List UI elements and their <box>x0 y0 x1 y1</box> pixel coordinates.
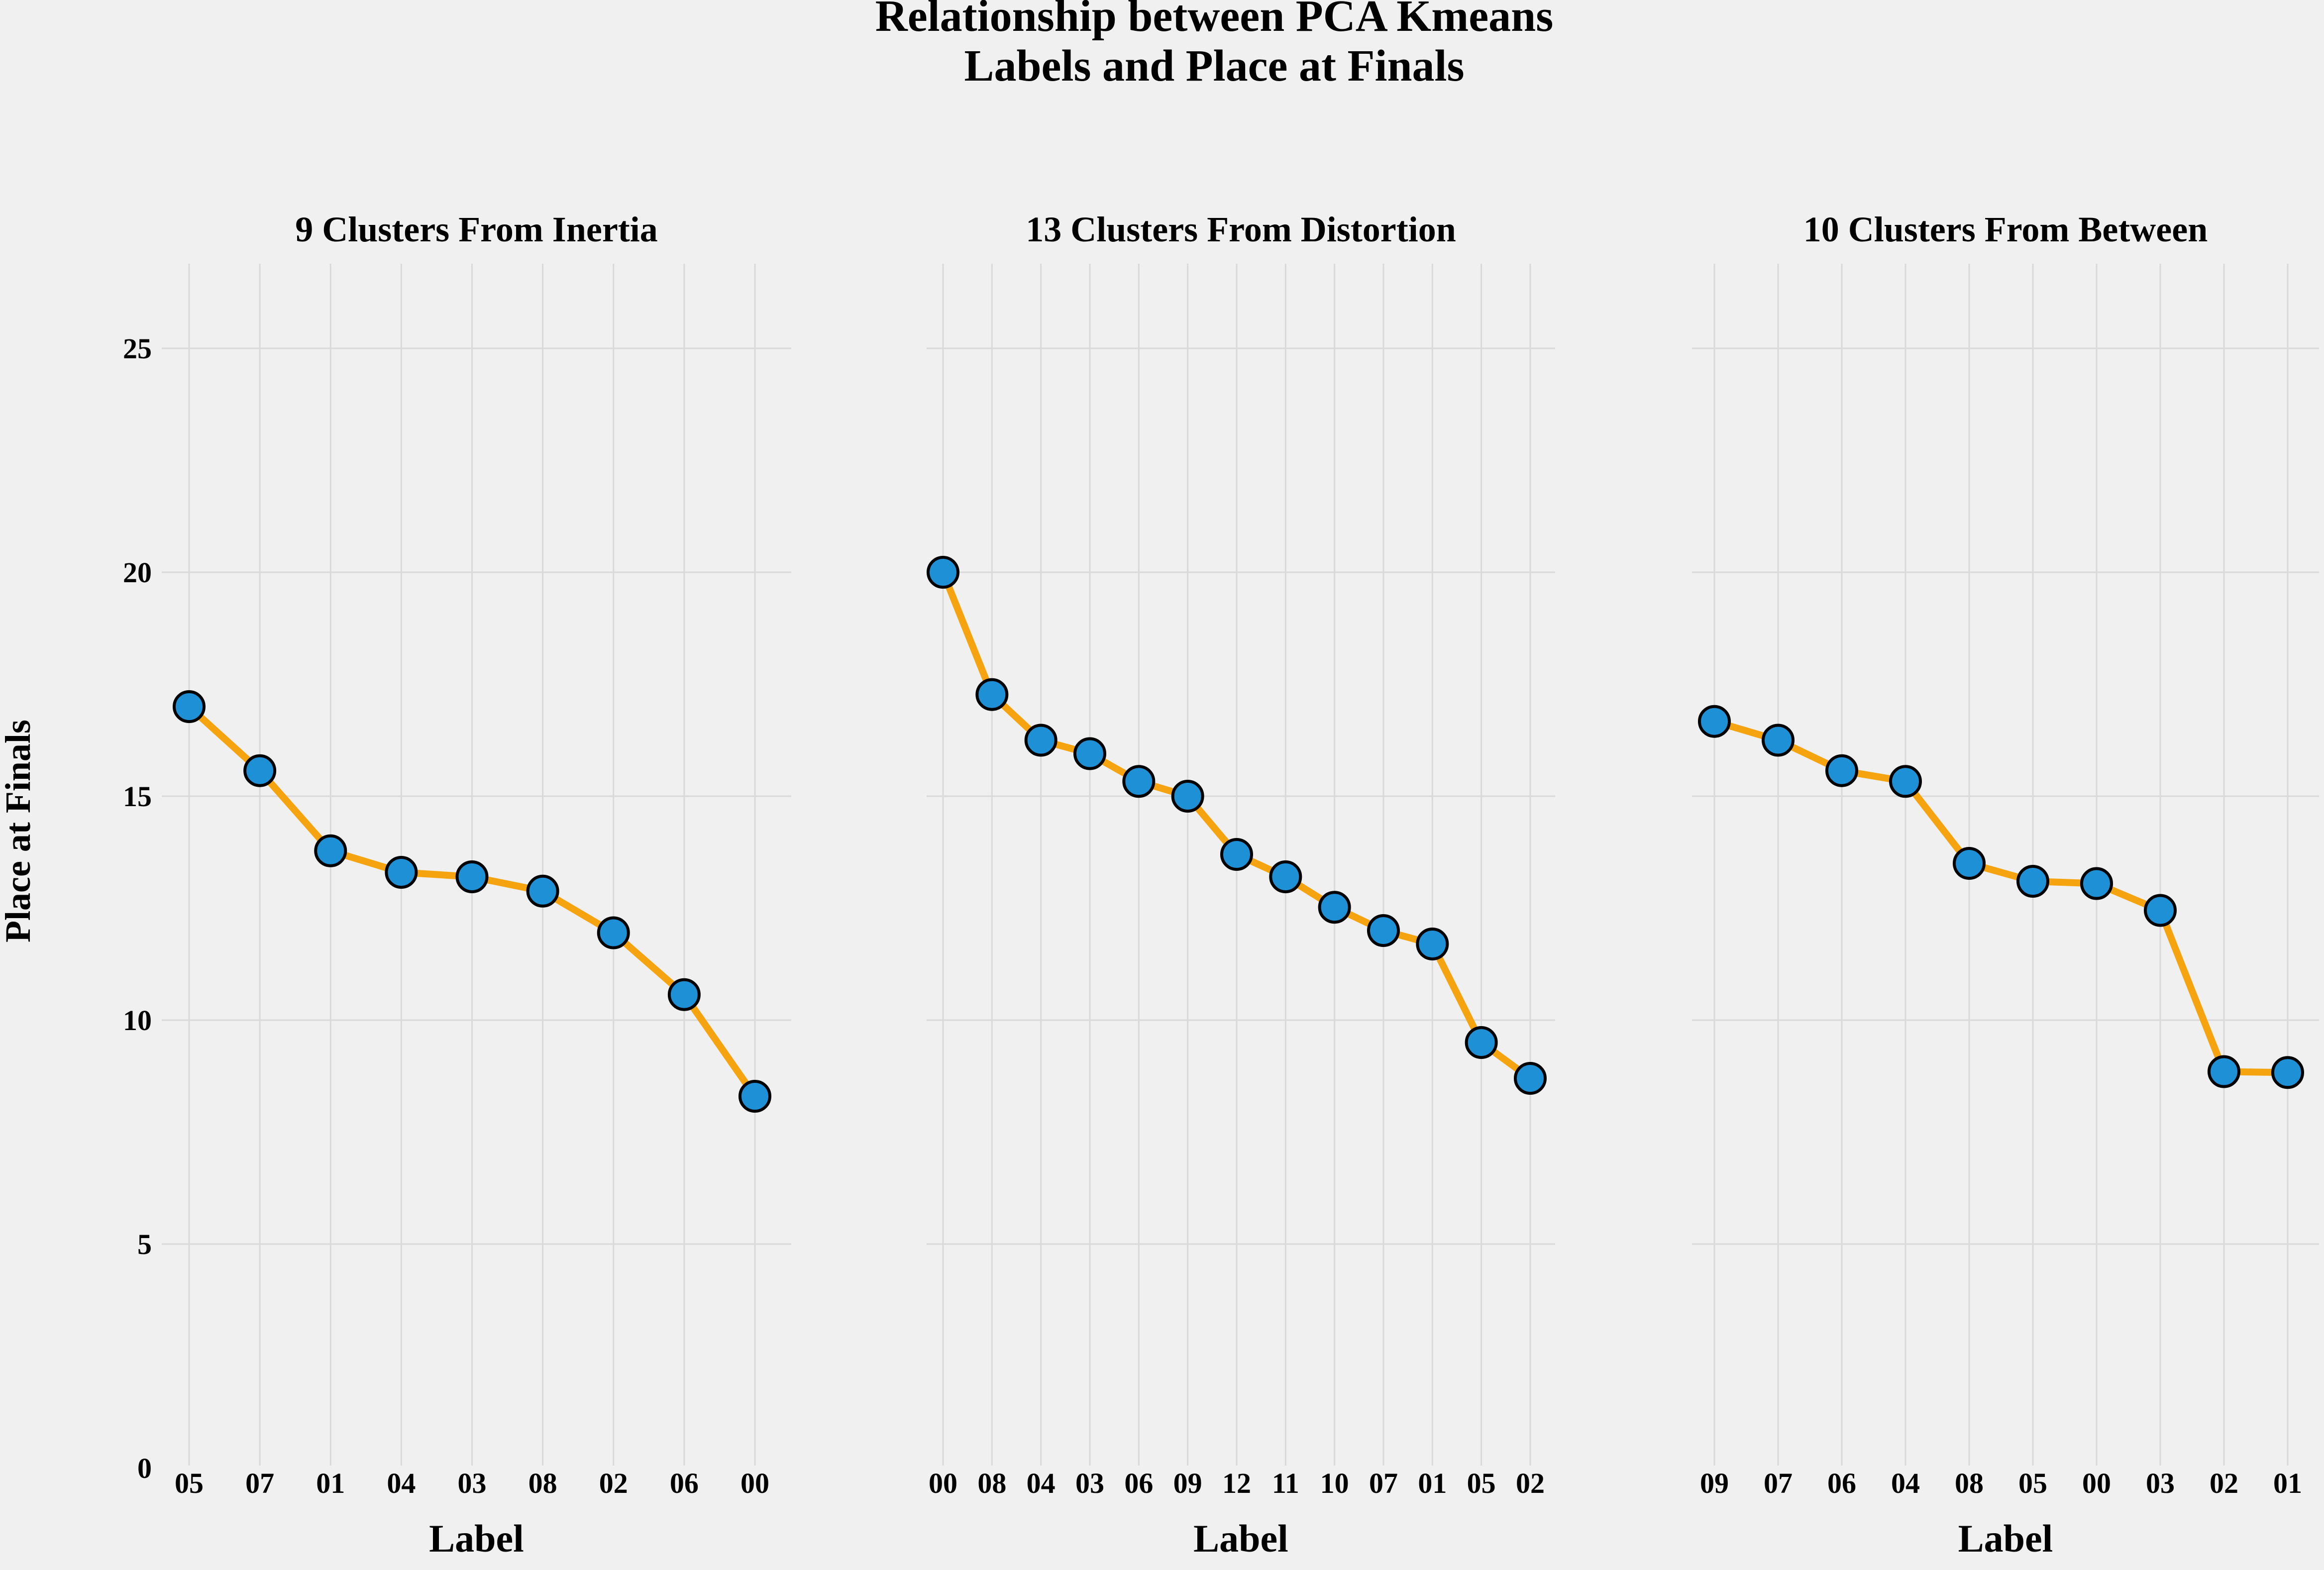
x-tick-label: 00 <box>2082 1467 2111 1499</box>
x-tick-label: 01 <box>1418 1467 1447 1499</box>
y-tick-label: 20 <box>123 556 152 589</box>
x-tick-label: 07 <box>1369 1467 1398 1499</box>
data-point <box>1122 765 1156 798</box>
figure-title-line1: Relationship between PCA Kmeans <box>875 0 1554 41</box>
x-tick-label: 05 <box>175 1467 204 1499</box>
y-tick-label: 15 <box>123 780 152 813</box>
data-point <box>1269 860 1302 893</box>
data-point <box>1220 838 1253 871</box>
x-tick-label: 05 <box>2018 1467 2047 1499</box>
data-point <box>2271 1056 2304 1089</box>
x-tick-label: 04 <box>1027 1467 1056 1499</box>
data-point <box>1171 780 1204 813</box>
data-point <box>1465 1026 1498 1059</box>
x-tick-label: 10 <box>1320 1467 1349 1499</box>
data-point <box>385 856 418 889</box>
data-point <box>1073 737 1106 770</box>
x-tick-label: 02 <box>2210 1467 2238 1499</box>
data-point <box>1514 1062 1547 1095</box>
panel-2: 13 Clusters From Distortion 00 08 04 03 06 09 1… <box>927 209 1555 1560</box>
panel-title: 10 Clusters From Between <box>1803 209 2208 249</box>
data-point <box>2208 1055 2240 1088</box>
x-tick-label: 08 <box>528 1467 557 1499</box>
data-point <box>739 1080 771 1113</box>
panel-title: 9 Clusters From Inertia <box>295 209 658 249</box>
data-point <box>597 916 630 949</box>
data-point <box>1762 724 1795 757</box>
x-tick-label: 08 <box>977 1467 1006 1499</box>
figure-title-line2: Labels and Place at Finals <box>964 41 1464 91</box>
x-tick-label: 07 <box>245 1467 274 1499</box>
x-tick-label: 07 <box>1764 1467 1793 1499</box>
x-axis-label: Label <box>429 1517 524 1560</box>
x-tick-label: 00 <box>740 1467 769 1499</box>
x-tick-label: 01 <box>316 1467 345 1499</box>
x-tick-label: 03 <box>2146 1467 2175 1499</box>
data-point <box>2080 867 2113 900</box>
x-tick-label: 09 <box>1173 1467 1202 1499</box>
x-tick-label: 05 <box>1467 1467 1496 1499</box>
x-tick-label: 00 <box>929 1467 957 1499</box>
x-tick-label: 12 <box>1222 1467 1251 1499</box>
x-axis-label: Label <box>1193 1517 1288 1560</box>
data-point <box>526 874 559 908</box>
data-point <box>314 834 347 867</box>
data-point <box>975 678 1009 711</box>
x-tick-label: 06 <box>1827 1467 1856 1499</box>
x-tick-label: 06 <box>670 1467 699 1499</box>
panel-3: 10 Clusters From Between 09 07 06 04 08 05 00 03… <box>1692 209 2319 1560</box>
x-tick-label: 06 <box>1124 1467 1153 1499</box>
y-tick-label: 0 <box>137 1452 152 1484</box>
x-tick-label: 11 <box>1272 1467 1299 1499</box>
series-line <box>1711 718 2291 1076</box>
data-point <box>1024 724 1057 757</box>
data-point <box>1889 765 1922 798</box>
x-tick-label: 08 <box>1955 1467 1984 1499</box>
x-tick-label: 01 <box>2273 1467 2302 1499</box>
x-tick-label: 04 <box>1891 1467 1920 1499</box>
y-tick-label: 5 <box>137 1228 152 1260</box>
x-tick-label: 04 <box>387 1467 416 1499</box>
panel-title: 13 Clusters From Distortion <box>1026 209 1456 249</box>
data-point <box>2016 865 2049 898</box>
data-point <box>243 754 277 787</box>
data-point <box>1367 914 1400 947</box>
y-tick-label: 10 <box>123 1004 152 1037</box>
data-point <box>1318 891 1351 924</box>
x-tick-label: 09 <box>1700 1467 1729 1499</box>
data-point <box>667 978 701 1011</box>
data-point <box>173 690 206 723</box>
x-tick-label: 03 <box>1075 1467 1104 1499</box>
y-axis-label: Place at Finals <box>0 720 38 942</box>
data-point <box>2144 894 2177 927</box>
data-point <box>927 556 959 589</box>
x-tick-label: 02 <box>599 1467 628 1499</box>
data-point <box>1953 847 1986 880</box>
data-point <box>1698 705 1731 738</box>
y-tick-label: 25 <box>123 332 152 365</box>
data-point <box>1825 754 1858 787</box>
x-axis-label: Label <box>1958 1517 2053 1560</box>
data-point <box>455 860 489 893</box>
x-tick-label: 03 <box>458 1467 487 1499</box>
x-tick-label: 02 <box>1516 1467 1545 1499</box>
data-point <box>1416 928 1449 960</box>
